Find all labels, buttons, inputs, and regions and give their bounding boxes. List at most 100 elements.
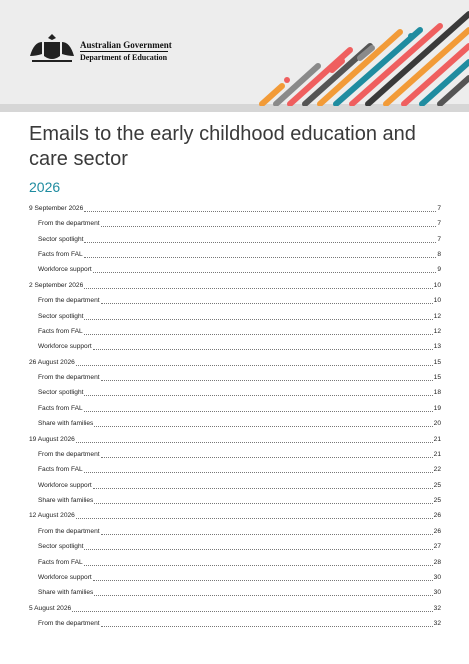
toc-page: 7 xyxy=(437,205,441,212)
toc-leader xyxy=(92,487,433,489)
toc-leader xyxy=(83,564,433,566)
toc-page: 7 xyxy=(437,235,441,243)
toc-text: Workforce support xyxy=(38,481,92,489)
toc-text: Sector spotlight xyxy=(38,543,84,551)
toc-page: 8 xyxy=(437,251,441,259)
document-subtitle: 2026 xyxy=(29,179,61,195)
toc-leader xyxy=(75,364,433,366)
toc-leader xyxy=(94,503,433,505)
toc-page: 30 xyxy=(433,589,441,597)
toc-leader xyxy=(83,333,433,335)
toc-leader xyxy=(84,241,437,243)
toc-page: 26 xyxy=(433,527,441,535)
toc-entry: Workforce support 25 xyxy=(38,481,441,491)
toc-leader xyxy=(94,426,433,428)
toc-page: 22 xyxy=(433,466,441,474)
header-banner xyxy=(0,0,469,112)
toc-entry: From the department 7 xyxy=(38,219,441,229)
toc-entry: 9 September 2026 7 xyxy=(29,204,441,214)
toc-entry: Sector spotlight 7 xyxy=(38,235,441,245)
toc-entry: Facts from FAL 8 xyxy=(38,250,441,260)
toc-page: 18 xyxy=(433,389,441,397)
toc-entry: Facts from FAL 28 xyxy=(38,558,441,568)
toc-leader xyxy=(83,410,433,412)
toc-leader xyxy=(92,272,437,274)
toc-entry: Sector spotlight 18 xyxy=(38,388,441,398)
toc-page: 25 xyxy=(433,497,441,505)
toc-text: 2 September 2026 xyxy=(29,281,84,289)
toc-entry: Workforce support 30 xyxy=(38,573,441,583)
toc-page: 30 xyxy=(433,573,441,581)
toc-page: 9 xyxy=(437,266,441,274)
toc-leader xyxy=(100,380,433,382)
toc-page: 10 xyxy=(433,281,441,289)
toc-entry: Facts from FAL 12 xyxy=(38,327,441,337)
toc-page: 7 xyxy=(437,220,441,228)
toc-text: Share with families xyxy=(38,420,94,428)
toc-text: 12 August 2026 xyxy=(29,512,75,520)
toc-page: 20 xyxy=(433,420,441,428)
toc-text: Share with families xyxy=(38,497,94,505)
toc-leader xyxy=(83,472,433,474)
toc-leader xyxy=(100,533,433,535)
toc-leader xyxy=(84,211,437,212)
toc-entry: 5 August 2026 32 xyxy=(29,604,441,614)
toc-page: 26 xyxy=(433,512,441,520)
toc-text: From the department xyxy=(38,450,100,458)
toc-page: 12 xyxy=(433,312,441,320)
toc-page: 15 xyxy=(433,374,441,382)
toc-entry: Share with families 30 xyxy=(38,588,441,598)
toc-entry: Facts from FAL 19 xyxy=(38,404,441,414)
toc-entry: From the department 10 xyxy=(38,296,441,306)
toc-page: 12 xyxy=(433,327,441,335)
toc-text: 9 September 2026 xyxy=(29,205,84,212)
toc-text: 5 August 2026 xyxy=(29,604,72,612)
toc-entry: 19 August 2026 21 xyxy=(29,435,441,445)
toc-entry: 12 August 2026 26 xyxy=(29,511,441,521)
toc-text: Facts from FAL xyxy=(38,466,83,474)
toc-leader xyxy=(92,579,433,581)
toc-text: Facts from FAL xyxy=(38,404,83,412)
toc-page: 10 xyxy=(433,297,441,305)
toc-page: 32 xyxy=(433,619,441,627)
toc-text: Sector spotlight xyxy=(38,235,84,243)
toc-page: 21 xyxy=(433,450,441,458)
toc-text: 19 August 2026 xyxy=(29,435,75,443)
toc-leader xyxy=(84,287,433,289)
crest xyxy=(30,34,74,62)
toc-page: 13 xyxy=(433,343,441,351)
document-title: Emails to the early childhood education … xyxy=(29,123,416,170)
toc-entry: Sector spotlight 27 xyxy=(38,542,441,552)
toc-text: From the department xyxy=(38,374,100,382)
toc-leader xyxy=(100,303,433,305)
toc-page: 15 xyxy=(433,358,441,366)
toc-leader xyxy=(84,395,433,397)
toc-text: From the department xyxy=(38,220,100,228)
toc-page: 28 xyxy=(433,558,441,566)
toc-leader xyxy=(83,257,437,259)
toc-entry: Workforce support 9 xyxy=(38,265,441,275)
toc-text: From the department xyxy=(38,527,100,535)
government-name: Australian Government xyxy=(80,40,172,50)
toc-leader xyxy=(84,318,433,320)
toc-leader xyxy=(100,625,433,627)
toc-page: 19 xyxy=(433,404,441,412)
toc-leader xyxy=(94,595,433,597)
toc-leader xyxy=(84,549,433,551)
toc-entry: From the department 21 xyxy=(38,450,441,460)
toc-text: Facts from FAL xyxy=(38,327,83,335)
toc-page: 32 xyxy=(433,604,441,612)
department-name: Department of Education xyxy=(80,53,168,62)
toc-leader xyxy=(75,518,433,520)
toc-text: Facts from FAL xyxy=(38,558,83,566)
toc-text: Share with families xyxy=(38,589,94,597)
toc-entry: Share with families 20 xyxy=(38,419,441,429)
toc-leader xyxy=(75,441,433,443)
toc-entry: Share with families 25 xyxy=(38,496,441,506)
toc-text: From the department xyxy=(38,297,100,305)
toc-text: Sector spotlight xyxy=(38,389,84,397)
toc-leader xyxy=(72,610,433,612)
toc-entry: 2 September 2026 10 xyxy=(29,281,441,291)
toc-entry: Workforce support 13 xyxy=(38,342,441,352)
